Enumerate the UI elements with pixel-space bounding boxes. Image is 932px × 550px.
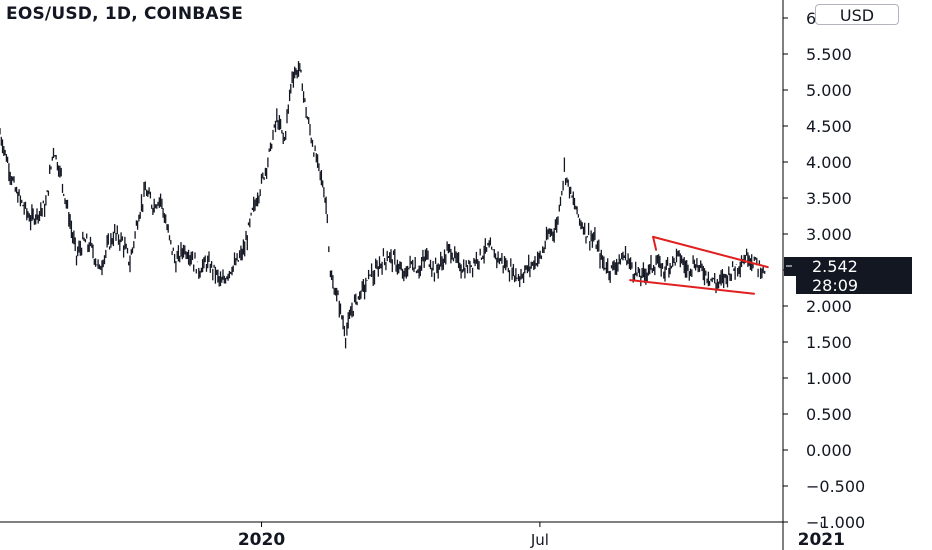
currency-button[interactable]: USD <box>815 4 899 25</box>
bar-countdown: 28:09 <box>812 276 858 295</box>
last-price-tag: 2.542 28:09 <box>784 257 912 295</box>
price-tick-label: 5.000 <box>806 81 852 100</box>
time-axis[interactable]: 2020 Jul 2021 <box>0 521 845 550</box>
price-tick-label: 5.500 <box>806 45 852 64</box>
price-tick-label: 6 <box>806 9 816 28</box>
price-tick-label: 3.500 <box>806 189 852 208</box>
countdown-background <box>796 276 912 294</box>
time-tick-label: Jul <box>530 531 549 549</box>
price-tag-background <box>784 257 912 276</box>
symbol-title: EOS/USD, 1D, COINBASE <box>6 4 244 24</box>
time-tick-label: 2020 <box>238 530 285 550</box>
last-price-value: 2.542 <box>812 257 858 276</box>
price-tick-label: −0.500 <box>806 477 865 496</box>
price-tick-label: 0.500 <box>806 405 852 424</box>
price-tick-label: 2.000 <box>806 297 852 316</box>
price-tick-label: 4.000 <box>806 153 852 172</box>
price-tick-label: 3.000 <box>806 225 852 244</box>
plot-area[interactable] <box>0 61 769 349</box>
price-tick-label: 1.500 <box>806 333 852 352</box>
triangle-left-edge[interactable] <box>652 235 658 251</box>
time-tick-label: 2021 <box>798 530 845 550</box>
price-tick-label: −1.000 <box>806 513 865 532</box>
triangle-upper-line[interactable] <box>652 235 769 269</box>
price-tick-label: 0.000 <box>806 441 852 460</box>
price-tick-label: 4.500 <box>806 117 852 136</box>
price-tick-label: 1.000 <box>806 369 852 388</box>
triangle-lower-line[interactable] <box>629 279 755 295</box>
